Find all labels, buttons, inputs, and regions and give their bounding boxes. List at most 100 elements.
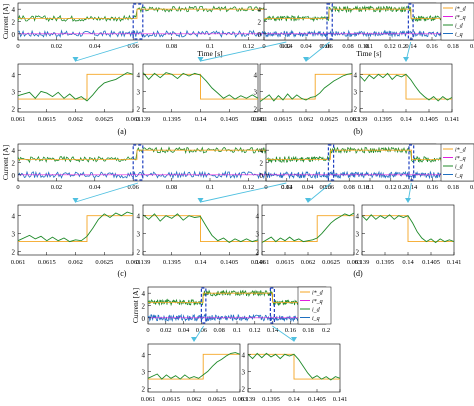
zoom-x-tick-label: 0.14 [195,116,207,123]
zoom-x-tick-label: 0.0615 [38,259,56,266]
zoom-y-tick-label: 2 [356,248,360,256]
legend-box [440,143,474,182]
x-tick-label: 0.2 [470,184,474,191]
zoom-region-box [132,3,144,40]
series-iq-line-e [147,313,327,323]
zoom-x-tick-label: 0.139 [355,259,370,266]
zoom-axes-frame [147,343,241,393]
series-id-line-d [265,145,474,164]
x-tick-label: 0.06 [128,184,140,191]
zoom-y-tick-label: 3 [137,231,141,239]
zoom-y-tick-label: 2 [137,248,141,256]
zoom-x-tick-label: 0.061 [11,259,26,266]
y-tick-label: 4 [260,147,264,155]
zoom-region-box [326,3,333,40]
zoom-ref-d-line [18,73,133,100]
zoom-arrow-head [72,198,79,203]
x-tick-label: 0.14 [267,327,279,334]
y-tick-label: 2 [258,19,262,27]
y-tick-label: 0 [260,172,264,180]
x-tick-label: 0.08 [342,43,353,50]
zoom-arrow-head [197,198,204,203]
zoom-y-tick-label: 3 [12,231,16,239]
zoom-id-line [261,212,355,243]
x-tick-label: 0.04 [89,43,101,50]
zoom-y-tick-label: 4 [12,71,16,79]
legend-entry: i*_q [312,299,323,305]
zoom-x-tick-label: 0.0625 [320,116,338,123]
zoom-x-tick-label: 0.062 [68,116,83,123]
zoom-arrow-line [75,41,139,62]
zoom-region-box [132,144,144,181]
y-tick-label: 4 [258,6,262,14]
x-tick-label: 0.06 [321,43,333,50]
zoom-id-line [247,352,341,381]
x-tick-label: 0.04 [300,43,312,50]
panel-label: (a) [118,127,127,136]
zoom-x-tick-label: 0.0625 [208,396,226,403]
zoom-y-tick-label: 2 [242,386,246,394]
x-tick-label: 0.12 [243,184,254,191]
zoom-x-tick-label: 0.0615 [274,116,292,123]
zoom-arrow-line [305,41,330,62]
zoom-x-tick-label: 0.1395 [163,116,181,123]
zoom-x-tick-label: 0.0625 [95,259,113,266]
x-tick-label: 0.06 [196,327,208,334]
legend-entry: i_d [455,165,464,171]
zoom-x-tick-label: 0.1405 [422,259,440,266]
x-tick-label: 0 [264,184,267,191]
zoom-x-tick-label: 0.1395 [163,259,181,266]
y-tick-label: 2 [12,160,16,168]
zoom-arrow-head [305,198,311,203]
zoom-y-tick-label: 2 [12,106,16,114]
zoom-x-tick-label: 0.139 [136,259,151,266]
x-tick-label: 0.18 [358,184,369,191]
zoom-x-tick-label: 0.14 [402,259,414,266]
zoom-x-tick-label: 0.141 [251,116,266,123]
x-tick-label: 0.08 [214,327,225,334]
legend-entry: i_d [312,308,321,314]
zoom-arrow-line [307,182,332,203]
zoom-x-tick-label: 0.062 [299,116,314,123]
y-tick-label: 0 [142,315,146,323]
zoom-x-tick-label: 0.0615 [162,396,180,403]
zoom-y-tick-label: 3 [12,88,16,96]
zoom-axes-frame [17,63,134,113]
x-tick-label: 0.06 [323,184,335,191]
zoom-x-tick-label: 0.1395 [262,396,280,403]
zoom-y-tick-label: 4 [137,213,141,221]
zoom-axes-frame [261,204,355,256]
x-tick-label: 0.18 [303,327,314,334]
zoom-arrow-head [72,57,79,62]
zoom-y-tick-label: 3 [142,368,146,376]
zoom-x-tick-label: 0.1405 [308,396,326,403]
y-tick-label: 2 [12,19,16,27]
x-tick-label: 0.18 [447,43,458,50]
y-axis-label: Current [A] [1,145,10,180]
x-tick-label: 0.1 [233,327,241,334]
zoom-x-tick-label: 0.063 [233,396,248,403]
zoom-y-tick-label: 2 [142,386,146,394]
x-tick-label: 0.12 [385,184,396,191]
zoom-id-line [142,72,259,100]
x-tick-label: 0.1 [206,184,214,191]
x-tick-label: 0.02 [51,184,62,191]
x-tick-label: 0.02 [281,184,292,191]
x-tick-label: 0.14 [405,43,417,50]
zoom-region-box [408,144,415,181]
legend-entry: i_q [455,32,463,38]
zoom-id-line [142,213,259,244]
zoom-y-tick-label: 4 [254,71,258,79]
zoom-y-tick-label: 4 [356,213,360,221]
zoom-ref-d-line [262,215,354,243]
panel-label: (c) [118,269,127,278]
x-tick-label: 0 [146,327,149,334]
zoom-x-tick-label: 0.14 [195,259,207,266]
y-tick-label: 0 [258,31,262,39]
zoom-x-tick-label: 0.1395 [376,259,394,266]
zoom-x-tick-label: 0.14 [400,116,412,123]
legend-entry: i_d [455,24,464,30]
x-tick-label: 0.16 [426,43,438,50]
zoom-arrow-head [291,337,297,342]
x-tick-label: 0.18 [358,43,369,50]
